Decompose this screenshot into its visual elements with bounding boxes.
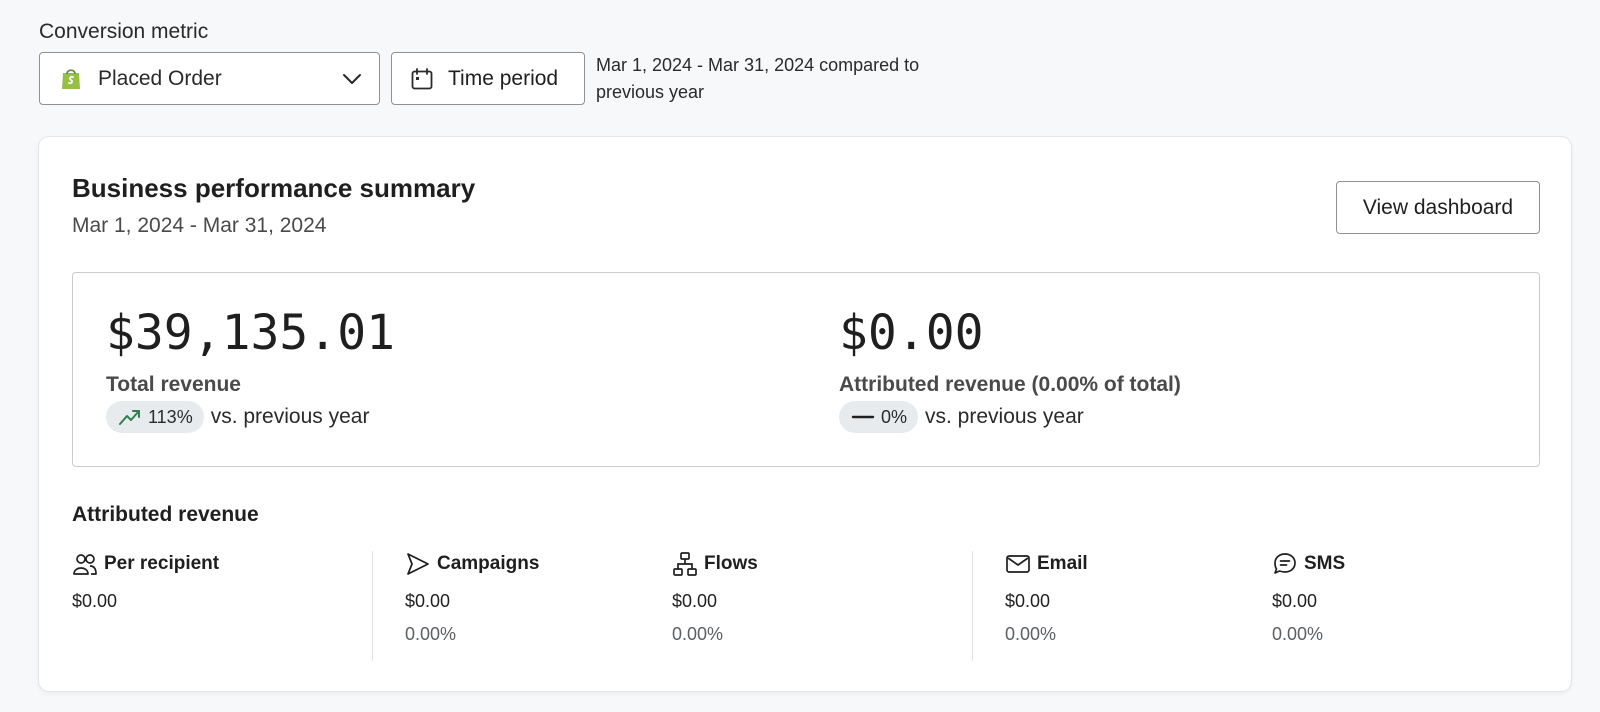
attributed-revenue-heading: Attributed revenue — [72, 503, 259, 526]
send-icon — [405, 551, 431, 577]
stat-flows: Flows $0.00 0.00% — [672, 551, 758, 645]
change-badge: 113% — [106, 401, 204, 433]
change-value: 0% — [881, 406, 908, 427]
chat-icon — [1272, 551, 1298, 577]
users-icon — [72, 551, 98, 577]
stat-campaigns: Campaigns $0.00 0.00% — [405, 551, 539, 645]
stat-per-recipient: Per recipient $0.00 — [72, 551, 219, 612]
attributed-revenue-value: $0.00 — [839, 305, 984, 361]
business-performance-card: Business performance summary Mar 1, 2024… — [39, 137, 1571, 691]
attributed-revenue-trend: 0% vs. previous year — [839, 401, 1084, 433]
calendar-icon — [410, 67, 434, 91]
stat-sms: SMS $0.00 0.00% — [1272, 551, 1345, 645]
comparison-text: vs. previous year — [210, 405, 370, 428]
card-date-range: Mar 1, 2024 - Mar 31, 2024 — [72, 214, 327, 237]
comparison-text: vs. previous year — [925, 405, 1084, 428]
stat-value: $0.00 — [672, 591, 718, 611]
change-value: 113% — [148, 406, 193, 427]
period-description: Mar 1, 2024 - Mar 31, 2024 compared to p… — [596, 55, 920, 102]
stat-value: $0.00 — [1005, 591, 1051, 611]
stat-name: Per recipient — [104, 553, 220, 574]
conversion-metric-label: Conversion metric — [39, 20, 209, 43]
stat-percent: 0.00% — [1272, 624, 1324, 644]
stat-name: SMS — [1304, 553, 1346, 574]
card-title: Business performance summary — [72, 173, 476, 203]
mail-icon — [1005, 551, 1031, 577]
stat-value: $0.00 — [1272, 591, 1318, 611]
conversion-metric-select[interactable]: Placed Order — [39, 52, 380, 105]
conversion-metric-value: Placed Order — [98, 66, 222, 90]
trend-up-icon — [118, 405, 142, 429]
stat-name: Flows — [704, 553, 758, 574]
total-revenue-value: $39,135.01 — [106, 305, 395, 361]
flow-icon — [672, 551, 698, 577]
stat-value: $0.00 — [405, 591, 451, 611]
time-period-button[interactable]: Time period — [391, 52, 585, 105]
change-badge: 0% — [839, 401, 919, 433]
stat-email: Email $0.00 0.00% — [1005, 551, 1088, 645]
view-dashboard-button[interactable]: View dashboard — [1336, 181, 1540, 234]
total-revenue-label: Total revenue — [106, 373, 241, 396]
shopify-bag-icon — [60, 67, 82, 91]
attributed-revenue-label: Attributed revenue (0.00% of total) — [839, 373, 1181, 396]
divider — [972, 551, 973, 661]
stat-name: Campaigns — [437, 553, 540, 574]
revenue-summary-box: $39,135.01 Total revenue 113% vs. previo… — [72, 272, 1540, 467]
divider — [372, 551, 373, 661]
total-revenue-trend: 113% vs. previous year — [106, 401, 369, 433]
stat-percent: 0.00% — [1005, 624, 1057, 644]
stat-value: $0.00 — [72, 591, 118, 611]
stat-percent: 0.00% — [672, 624, 724, 644]
stat-name: Email — [1037, 553, 1088, 574]
time-period-label: Time period — [448, 66, 559, 90]
chevron-down-icon — [341, 68, 363, 90]
dash-icon — [851, 405, 875, 429]
stat-percent: 0.00% — [405, 624, 457, 644]
